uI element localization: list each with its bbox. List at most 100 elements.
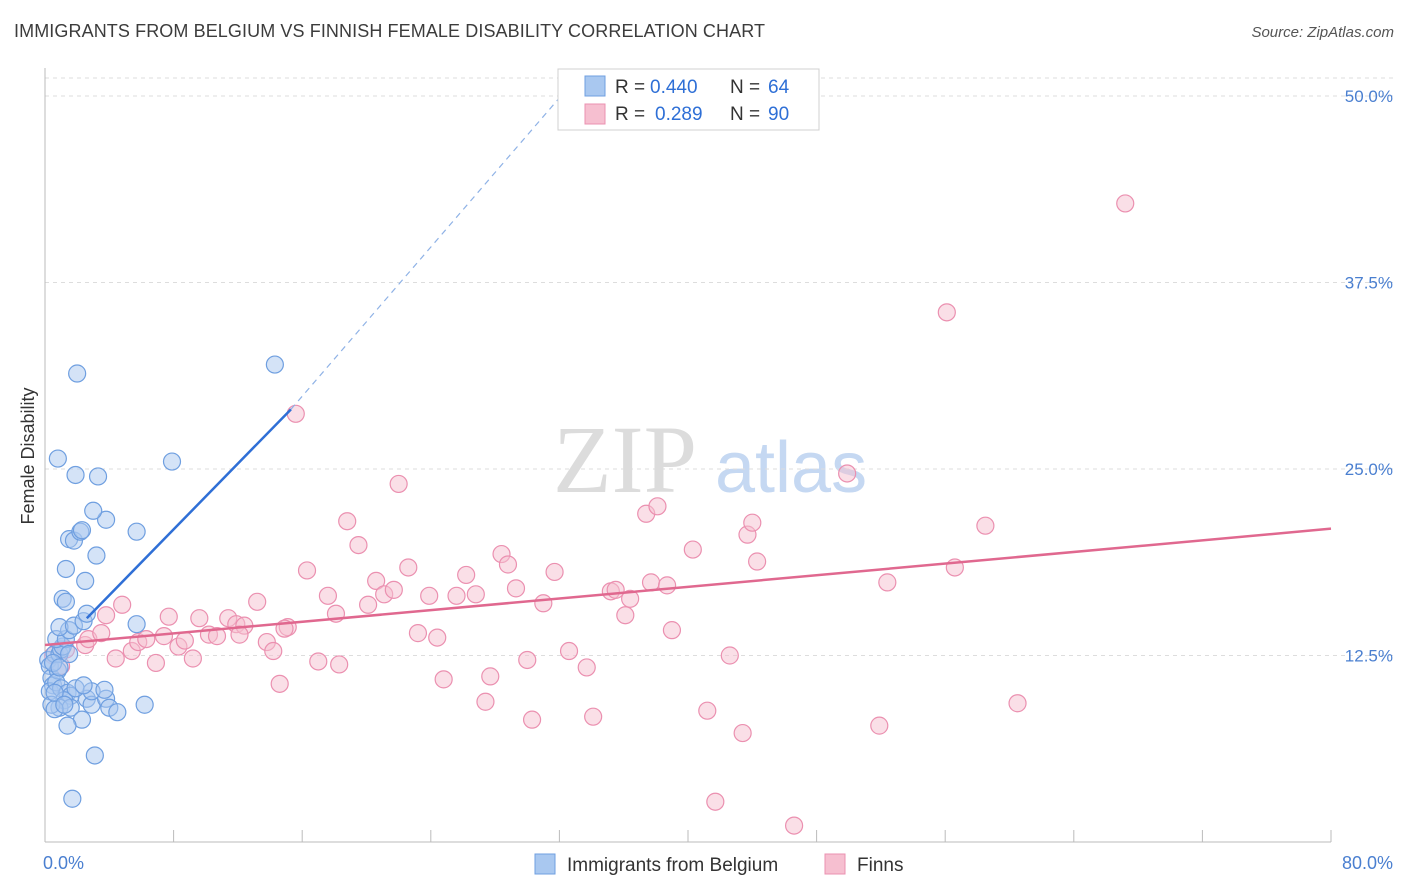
finns-point-55 bbox=[518, 650, 537, 670]
watermark: ZIP atlas bbox=[553, 406, 867, 513]
legend-r-label-belgium: R = bbox=[615, 77, 645, 98]
finns-point-50 bbox=[476, 692, 495, 711]
finns-point-65 bbox=[621, 589, 640, 608]
finns-point-42 bbox=[399, 558, 418, 577]
finns-point-24 bbox=[248, 592, 267, 611]
y-axis-title: Female Disability bbox=[18, 387, 38, 524]
finns-point-49 bbox=[466, 585, 485, 604]
finns-point-74 bbox=[720, 646, 739, 665]
finns-point-29 bbox=[286, 404, 305, 423]
belgium-point-28 bbox=[84, 501, 103, 520]
y-tick-label-3: 50.0% bbox=[1345, 87, 1393, 106]
finns-point-18 bbox=[190, 609, 209, 628]
x-tick-labels: 0.0% 80.0% bbox=[43, 853, 1393, 873]
finns-point-70 bbox=[662, 621, 682, 640]
belgium-point-21 bbox=[87, 546, 106, 565]
belgium-point-31 bbox=[88, 467, 108, 486]
source-credit: Source: ZipAtlas.com bbox=[1251, 24, 1394, 41]
finns-point-45 bbox=[428, 628, 447, 647]
y-tick-label-0: 12.5% bbox=[1345, 647, 1393, 666]
belgium-point-47 bbox=[135, 695, 154, 714]
legend-n-label-belgium: N = bbox=[730, 77, 760, 98]
trendlines bbox=[44, 95, 1332, 647]
belgium-point-20 bbox=[56, 559, 75, 579]
belgium-point-55 bbox=[50, 658, 69, 677]
legend-swatch-finns bbox=[584, 103, 606, 125]
finns-point-68 bbox=[648, 497, 667, 516]
finns-point-38 bbox=[367, 571, 386, 591]
finns-point-64 bbox=[616, 606, 635, 625]
finns-point-35 bbox=[338, 512, 357, 531]
finns-point-6 bbox=[96, 606, 116, 625]
finns-point-40 bbox=[384, 580, 403, 599]
finns-point-41 bbox=[389, 474, 408, 494]
finns-point-7 bbox=[106, 649, 125, 668]
belgium-point-60 bbox=[74, 676, 93, 695]
finns-point-48 bbox=[457, 565, 476, 585]
belgium-point-59 bbox=[127, 615, 146, 634]
finns-point-67 bbox=[641, 573, 661, 592]
belgium-trendline bbox=[85, 408, 292, 620]
finns-point-51 bbox=[481, 667, 500, 686]
finns-point-36 bbox=[349, 535, 368, 555]
finns-point-37 bbox=[359, 595, 378, 614]
belgium-point-61 bbox=[45, 683, 64, 702]
belgium-points bbox=[39, 355, 284, 808]
finns-point-5 bbox=[92, 624, 111, 643]
finns-trendline bbox=[44, 527, 1332, 647]
finns-point-47 bbox=[447, 586, 466, 605]
finns-points bbox=[43, 194, 1135, 835]
finns-point-34 bbox=[330, 655, 349, 674]
finns-point-8 bbox=[113, 595, 132, 614]
finns-point-60 bbox=[577, 658, 596, 677]
stats-legend: R = 0.440 N = 64 R = 0.289 N = 90 bbox=[557, 68, 820, 131]
legend-n-value-finns: 90 bbox=[768, 104, 789, 125]
finns-point-12 bbox=[146, 653, 166, 673]
legend-r-value-finns: 0.289 bbox=[655, 104, 703, 125]
finns-point-46 bbox=[434, 670, 453, 689]
finns-point-82 bbox=[878, 573, 897, 592]
finns-point-86 bbox=[1008, 694, 1027, 713]
axes bbox=[44, 68, 1332, 843]
belgium-point-27 bbox=[127, 522, 146, 541]
finns-point-43 bbox=[408, 624, 428, 643]
finns-point-80 bbox=[838, 464, 857, 483]
belgium-point-16 bbox=[77, 604, 96, 623]
finns-point-14 bbox=[159, 607, 178, 626]
finns-point-30 bbox=[297, 561, 317, 580]
belgium-point-34 bbox=[265, 355, 284, 374]
finns-point-53 bbox=[498, 555, 518, 574]
series-legend-swatch-belgium bbox=[534, 853, 556, 875]
finns-point-58 bbox=[545, 562, 564, 582]
belgium-point-62 bbox=[55, 695, 74, 714]
finns-point-73 bbox=[706, 792, 725, 811]
legend-swatch-belgium bbox=[584, 75, 606, 97]
y-tick-labels: 12.5% 25.0% 37.5% 50.0% bbox=[1345, 87, 1393, 666]
finns-point-72 bbox=[698, 701, 717, 720]
y-tick-label-1: 25.0% bbox=[1345, 460, 1393, 479]
finns-point-83 bbox=[937, 303, 956, 322]
belgium-point-46 bbox=[108, 703, 127, 722]
legend-n-value-belgium: 64 bbox=[768, 77, 790, 98]
belgium-point-63 bbox=[60, 644, 79, 664]
finns-point-71 bbox=[683, 540, 702, 559]
finns-point-77 bbox=[743, 513, 762, 532]
finns-point-81 bbox=[870, 716, 889, 735]
series-legend-swatch-finns bbox=[824, 853, 846, 875]
finns-point-54 bbox=[506, 579, 526, 598]
belgium-point-18 bbox=[56, 592, 75, 611]
belgium-point-26 bbox=[96, 510, 116, 529]
chart-title: IMMIGRANTS FROM BELGIUM VS FINNISH FEMAL… bbox=[14, 21, 766, 41]
finns-point-20 bbox=[207, 627, 227, 646]
x-tick-label-max: 80.0% bbox=[1342, 853, 1393, 873]
belgium-point-30 bbox=[66, 465, 85, 485]
finns-point-69 bbox=[658, 576, 677, 595]
legend-r-value-belgium: 0.440 bbox=[650, 77, 698, 98]
finns-point-56 bbox=[522, 710, 542, 729]
finns-point-85 bbox=[976, 516, 995, 535]
belgium-trendline-extension bbox=[290, 95, 562, 410]
legend-r-label-finns: R = bbox=[615, 104, 645, 125]
finns-point-75 bbox=[733, 723, 752, 743]
belgium-point-49 bbox=[58, 716, 77, 735]
